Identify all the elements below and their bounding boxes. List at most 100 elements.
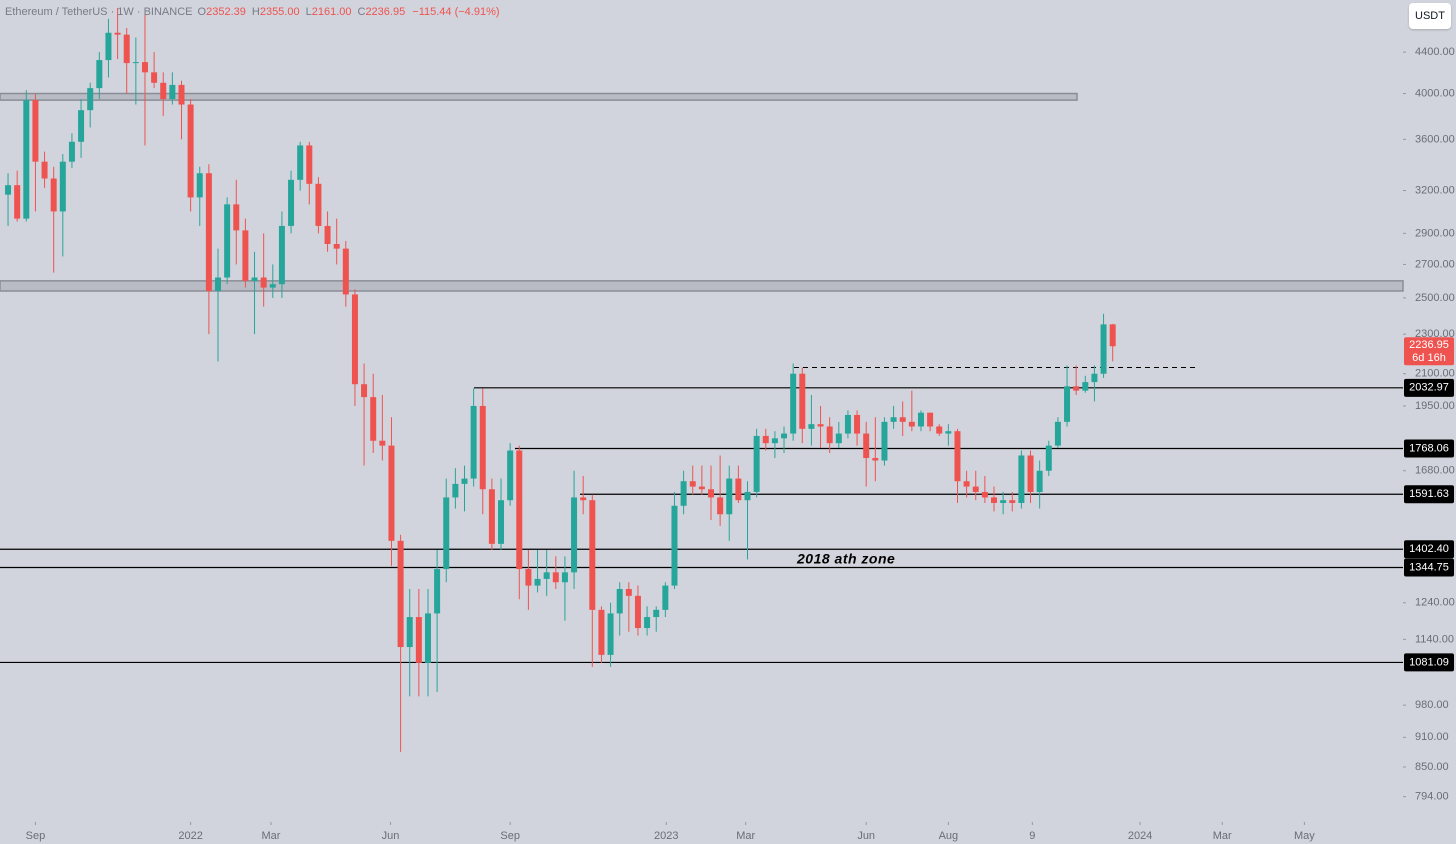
candle-body xyxy=(580,497,587,501)
candle xyxy=(59,154,66,257)
ohlc-value: 2352.39 xyxy=(206,6,246,18)
candle-body xyxy=(936,426,943,434)
candle-body xyxy=(1064,386,1071,422)
candle-body xyxy=(662,585,669,610)
candle-body xyxy=(5,185,12,195)
zone xyxy=(0,280,1404,292)
candle-body xyxy=(644,617,651,629)
candle xyxy=(625,582,632,632)
candle xyxy=(735,465,742,503)
candle-body xyxy=(1109,324,1116,347)
y-tick-label: 910.00 xyxy=(1415,731,1449,743)
candle xyxy=(87,82,94,128)
y-tick-label: 2300.00 xyxy=(1415,328,1455,340)
candle-body xyxy=(87,88,94,111)
candle-body xyxy=(890,417,897,422)
candle xyxy=(205,164,212,335)
candle-body xyxy=(242,230,249,281)
candle-body xyxy=(470,405,477,479)
candle-body xyxy=(32,100,39,162)
candle-body xyxy=(498,500,505,544)
candle xyxy=(726,465,733,541)
y-tick-label: 2100.00 xyxy=(1415,368,1455,380)
x-tick-label: Sep xyxy=(26,830,46,842)
price-tag xyxy=(1404,337,1454,366)
x-tick-label: Aug xyxy=(939,830,959,842)
candle xyxy=(488,478,495,551)
candle-body xyxy=(653,609,660,618)
candle-body xyxy=(452,483,459,498)
candle xyxy=(808,394,815,446)
candle-body xyxy=(1009,500,1016,503)
candle-body xyxy=(698,486,705,490)
candle xyxy=(534,550,541,593)
candle-body xyxy=(835,433,842,444)
candle-body xyxy=(479,405,486,490)
exchange: BINANCE xyxy=(143,6,193,18)
candle xyxy=(105,18,112,78)
legend-header: Ethereum / TetherUS · 1W · BINANCE O2352… xyxy=(5,6,500,18)
candle xyxy=(269,264,276,298)
price-tag-label: 2236.95 xyxy=(1409,339,1449,351)
candle xyxy=(662,582,669,618)
candle xyxy=(1045,440,1052,476)
candle-body xyxy=(908,421,915,427)
candle xyxy=(5,173,12,226)
candle-body xyxy=(333,243,340,249)
candle-body xyxy=(96,60,103,89)
candle-body xyxy=(114,32,121,35)
candle xyxy=(68,133,75,169)
candle-body xyxy=(406,617,413,648)
candle-body xyxy=(178,84,185,105)
candle xyxy=(41,151,48,188)
candle-body xyxy=(762,435,769,444)
candle xyxy=(452,468,459,509)
candle-body xyxy=(516,450,523,570)
ohlc-key: O xyxy=(197,6,207,18)
candle xyxy=(169,72,176,105)
candle xyxy=(23,90,30,222)
candle xyxy=(233,179,240,265)
candle xyxy=(872,417,879,482)
candle xyxy=(680,470,687,515)
candle xyxy=(251,251,258,335)
x-tick-label: Mar xyxy=(261,830,280,842)
candle-body xyxy=(160,82,167,100)
candle-body xyxy=(68,141,75,162)
candle xyxy=(141,14,148,146)
ohlc-values: O2352.39 H2355.00 L2161.00 C2236.95 xyxy=(196,6,410,18)
candle xyxy=(552,556,559,589)
candle-body xyxy=(771,438,778,444)
level-label: 1081.09 xyxy=(1409,656,1449,668)
candle-body xyxy=(689,481,696,487)
candle xyxy=(415,588,422,697)
candle xyxy=(707,465,714,521)
candle xyxy=(744,481,751,560)
candle xyxy=(351,289,358,406)
y-tick-label: 3200.00 xyxy=(1415,184,1455,196)
currency-button[interactable]: USDT xyxy=(1409,3,1451,29)
zone xyxy=(0,92,1078,101)
ohlc-key: C xyxy=(357,6,366,18)
candle xyxy=(470,388,477,487)
candle xyxy=(936,424,943,436)
candle xyxy=(424,588,431,697)
candle xyxy=(32,93,39,212)
candle-body xyxy=(507,450,514,501)
candle xyxy=(333,218,340,265)
candle-body xyxy=(616,588,623,614)
candle xyxy=(762,428,769,451)
ohlc-value: 2355.00 xyxy=(259,6,300,18)
candle xyxy=(14,170,21,222)
candle xyxy=(580,475,587,515)
candle-body xyxy=(753,435,760,492)
candle-body xyxy=(315,183,322,226)
candle-body xyxy=(991,497,998,503)
candle xyxy=(717,455,724,526)
y-tick-label: 2500.00 xyxy=(1415,292,1455,304)
x-tick-label: Sep xyxy=(500,830,520,842)
candle xyxy=(607,602,614,667)
candle-body xyxy=(744,491,751,501)
candle xyxy=(1018,450,1025,509)
candle xyxy=(178,80,185,140)
